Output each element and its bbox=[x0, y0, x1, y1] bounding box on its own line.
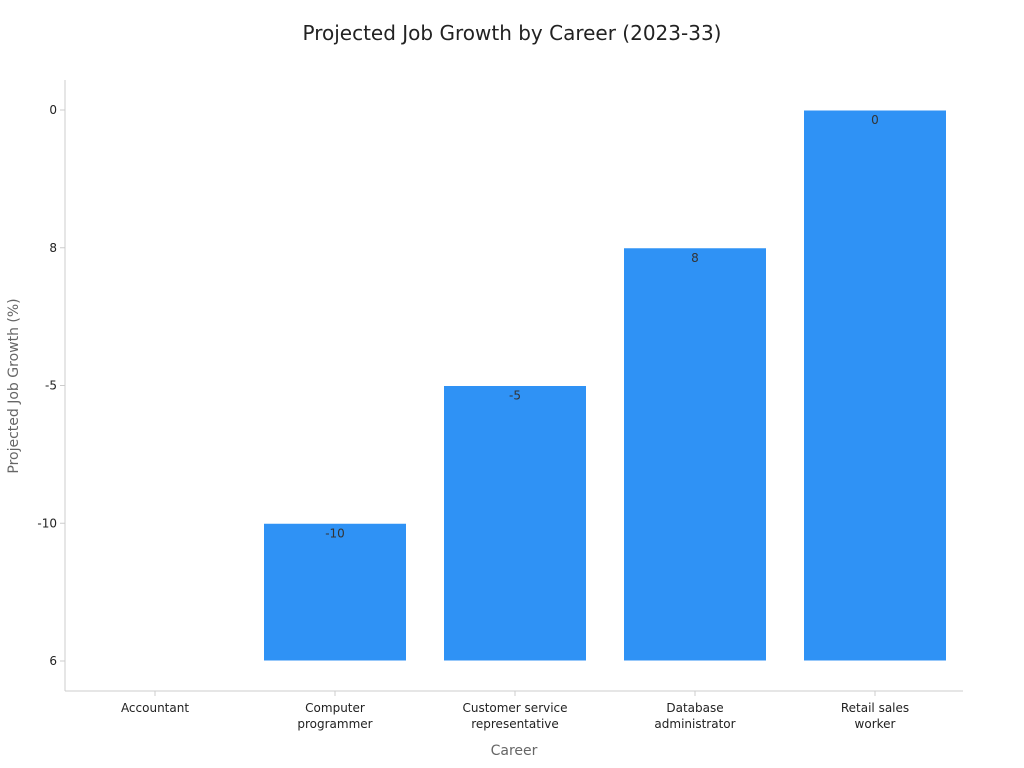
y-tick-label: 8 bbox=[49, 241, 57, 255]
x-tick-label: Computer programmer bbox=[297, 701, 372, 731]
x-tick-label: Accountant bbox=[121, 701, 189, 715]
bar bbox=[263, 522, 407, 662]
data-labels: -10 -5 8 0 bbox=[325, 113, 879, 540]
y-tick-label: -10 bbox=[37, 516, 57, 530]
bar-value-label: -5 bbox=[509, 389, 521, 403]
bar bbox=[803, 109, 947, 662]
bar-value-label: 0 bbox=[871, 113, 879, 127]
bar-value-label: -10 bbox=[325, 526, 345, 540]
bar bbox=[623, 247, 767, 662]
bar bbox=[443, 385, 587, 662]
y-tick-label: 6 bbox=[49, 654, 57, 668]
chart-title: Projected Job Growth by Career (2023-33) bbox=[303, 21, 722, 45]
x-tick-label: Retail sales worker bbox=[841, 701, 909, 731]
axes: 0 8 -5 -10 6 Accountant Computer programmer Cust… bbox=[37, 80, 963, 731]
x-tick-label: Database administrator bbox=[654, 701, 735, 731]
y-tick-label: -5 bbox=[45, 379, 57, 393]
x-tick-label: Customer service representative bbox=[462, 701, 567, 731]
x-axis-title: Career bbox=[491, 743, 538, 759]
y-axis-title: Projected Job Growth (%) bbox=[6, 298, 22, 473]
bar-value-label: 8 bbox=[691, 251, 699, 265]
y-tick-label: 0 bbox=[49, 103, 57, 117]
bars bbox=[263, 109, 947, 662]
